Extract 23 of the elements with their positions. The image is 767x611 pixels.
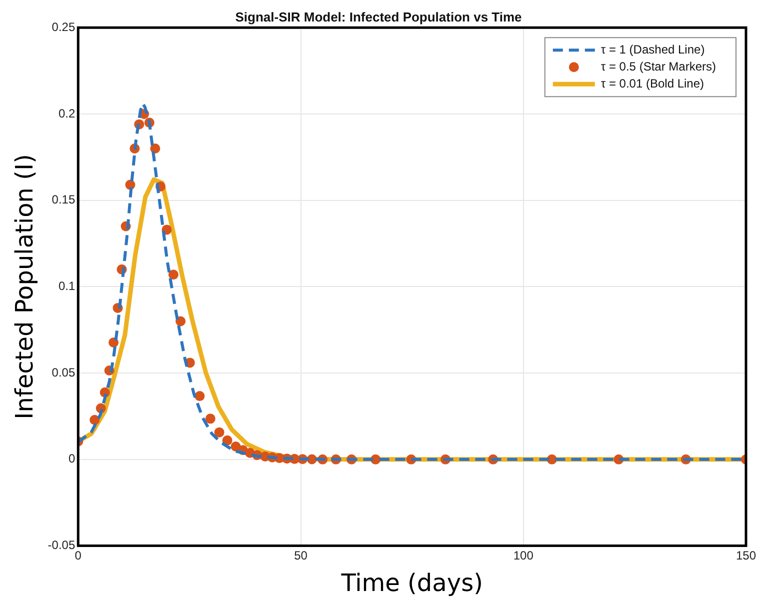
x-tick-label: 150 [736,548,756,562]
point [205,414,216,424]
point [90,414,100,425]
y-tick-label: 0 [68,452,76,466]
y-tick-label: 0.1 [58,279,76,294]
point [168,270,178,280]
y-tick-label: -0.05 [48,538,76,552]
point [176,316,186,326]
legend-label: τ = 0.01 (Bold Line) [600,76,704,90]
y-axis-title: Infected Population (I) [10,154,39,420]
legend-label: τ = 1 (Dashed Line) [600,42,705,56]
y-tick-label: 0.25 [52,20,76,34]
x-axis-title: Time (days) [340,568,483,597]
y-tick-label: 0.2 [58,106,76,120]
y-tick-label: 0.05 [52,365,76,380]
x-tick-label: 100 [513,548,534,562]
point [214,427,224,438]
chart-title: Signal-SIR Model: Infected Population vs Time [235,9,522,24]
y-tick-label: 0.15 [52,192,76,207]
x-tick-label: 50 [294,548,308,562]
legend-label: τ = 0.5 (Star Markers) [600,59,716,74]
point [194,391,205,402]
point [222,435,232,446]
